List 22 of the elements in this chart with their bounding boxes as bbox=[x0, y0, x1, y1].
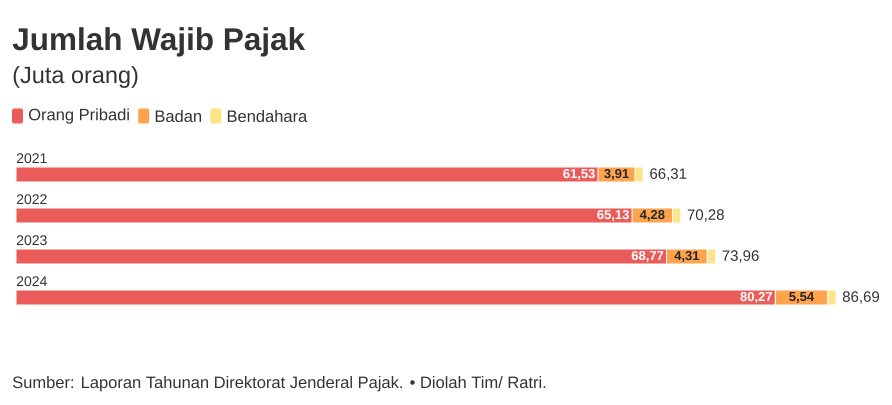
y-tick-label: 2023 bbox=[16, 235, 47, 246]
data-label: 4,28 bbox=[640, 210, 665, 222]
total-label: 86,69 bbox=[842, 291, 880, 304]
legend-label: Bendahara bbox=[228, 110, 308, 122]
legend-label: Orang Pribadi bbox=[28, 108, 129, 124]
y-tick-label: 2022 bbox=[16, 194, 47, 204]
data-label: 65,13 bbox=[597, 210, 629, 222]
chart-subtitle: (Juta orang) bbox=[14, 66, 138, 88]
data-label: 80,27 bbox=[740, 292, 772, 304]
total-label: 70,28 bbox=[688, 209, 724, 222]
legend-label: Badan bbox=[156, 110, 202, 122]
total-label: 73,96 bbox=[722, 250, 759, 263]
total-label: 66,31 bbox=[650, 168, 686, 181]
data-label: 5,54 bbox=[789, 292, 814, 303]
data-label: 68,77 bbox=[632, 250, 664, 262]
chart-title: Jumlah Wajib Pajak bbox=[12, 27, 306, 57]
data-label: 4,31 bbox=[674, 250, 700, 262]
y-tick-label: 2021 bbox=[16, 153, 47, 164]
data-label: 61,53 bbox=[563, 168, 595, 180]
data-label: 3,91 bbox=[604, 168, 629, 180]
text: Sumber: Laporan Tahunan Direktorat Jenderal Pajak. • Diolah Tim/ Ratri. bbox=[12, 376, 546, 392]
y-tick-label: 2024 bbox=[16, 276, 47, 286]
